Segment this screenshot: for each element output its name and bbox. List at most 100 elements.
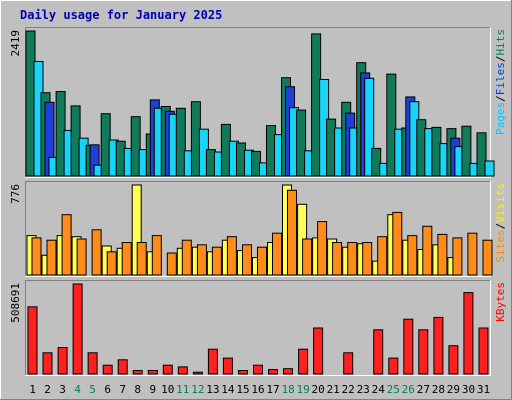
x-tick-label: 29 xyxy=(447,383,460,396)
x-tick-label: 15 xyxy=(236,383,249,396)
bar-kbytes-day-1 xyxy=(27,306,38,375)
panel-max-label: 776 xyxy=(9,184,22,204)
bar-kbytes-day-15 xyxy=(238,370,248,375)
x-tick-label: 5 xyxy=(89,383,96,396)
bar-kbytes-day-9 xyxy=(147,370,158,375)
bar-sites-day-29 xyxy=(452,237,463,276)
x-tick-label: 18 xyxy=(281,383,294,396)
bar-sites-day-16 xyxy=(257,246,267,276)
bar-hits-day-19 xyxy=(296,109,307,177)
bar-kbytes-day-12 xyxy=(192,371,203,375)
panel-legend: Sites/Visits xyxy=(494,183,507,263)
bar-sites-day-6 xyxy=(106,251,117,276)
bar-kbytes-day-2 xyxy=(42,352,53,375)
panel-bars xyxy=(26,184,493,276)
x-tick-label: 27 xyxy=(417,383,430,396)
legend-separator: / xyxy=(494,95,507,102)
panel-background xyxy=(25,280,491,376)
x-tick-label: 4 xyxy=(74,383,81,396)
bar-kbytes-day-18 xyxy=(283,368,293,375)
bar-kbytes-day-29 xyxy=(448,345,459,375)
bar-kbytes-day-8 xyxy=(132,370,143,375)
panel-kbytes: 508691 KBytes xyxy=(9,280,507,376)
x-tick-label: 26 xyxy=(402,383,415,396)
x-tick-label: 3 xyxy=(59,383,66,396)
bar-sites-day-28 xyxy=(437,233,448,276)
bar-sites-day-4 xyxy=(76,238,87,276)
x-tick-label: 23 xyxy=(357,383,370,396)
bar-sites-day-7 xyxy=(121,242,132,276)
legend-sites: Sites xyxy=(494,229,507,262)
x-tick-label: 13 xyxy=(206,383,219,396)
x-tick-label: 19 xyxy=(296,383,309,396)
x-tick-label: 22 xyxy=(342,383,355,396)
bar-kbytes-day-13 xyxy=(207,348,218,375)
x-tick-label: 20 xyxy=(311,383,324,396)
chart-title: Daily usage for January 2025 xyxy=(20,8,222,22)
bar-kbytes-day-16 xyxy=(253,364,263,375)
x-tick-label: 30 xyxy=(462,383,475,396)
x-tick-label: 7 xyxy=(119,383,126,396)
bar-kbytes-day-14 xyxy=(222,357,233,375)
x-tick-label: 25 xyxy=(387,383,400,396)
bar-sites-day-17 xyxy=(272,232,282,276)
bar-sites-day-27 xyxy=(422,225,433,276)
bar-kbytes-day-25 xyxy=(388,357,399,375)
x-axis-labels: 1 2 3 4 5 6 7 8 9 10 11 12 13 14 15 16 17 18 19 20 21 22 23 24 2… xyxy=(29,383,490,396)
legend-separator: / xyxy=(494,223,507,230)
bar-kbytes-day-10 xyxy=(162,364,173,375)
bar-kbytes-day-20 xyxy=(313,327,324,375)
bar-hits-day-11 xyxy=(175,107,186,177)
bar-sites-day-24 xyxy=(377,236,388,276)
bar-kbytes-day-7 xyxy=(117,359,128,375)
legend-kbytes: KBytes xyxy=(494,282,507,322)
bar-kbytes-day-4 xyxy=(72,283,83,375)
x-tick-label: 24 xyxy=(372,383,386,396)
bar-sites-day-3 xyxy=(61,214,72,276)
panel-max-label: 508691 xyxy=(9,283,22,323)
bar-sites-day-20 xyxy=(317,221,328,276)
bar-kbytes-day-31 xyxy=(478,327,489,375)
bar-kbytes-day-5 xyxy=(87,352,98,375)
bar-sites-day-21 xyxy=(332,242,343,276)
legend-files: Files xyxy=(494,62,507,95)
bar-kbytes-day-30 xyxy=(463,292,474,375)
panel-visits-sites: 776 Sites/Visits xyxy=(9,181,507,277)
bar-sites-day-26 xyxy=(407,235,418,276)
bar-kbytes-day-24 xyxy=(373,329,384,375)
bar-sites-day-19 xyxy=(302,238,313,276)
bar-hits-day-25 xyxy=(386,73,397,177)
bar-sites-day-9 xyxy=(151,235,162,276)
bar-sites-day-2 xyxy=(46,239,57,276)
x-tick-label: 9 xyxy=(149,383,156,396)
bar-pages-day-31 xyxy=(484,160,495,177)
x-tick-label: 1 xyxy=(29,383,36,396)
bar-kbytes-day-3 xyxy=(57,347,68,375)
panel-max-label: 2419 xyxy=(9,30,22,57)
panel-bars xyxy=(27,283,489,375)
bar-sites-day-30 xyxy=(467,232,478,276)
legend-separator: / xyxy=(494,56,507,63)
bar-sites-day-18 xyxy=(287,189,297,276)
x-tick-label: 28 xyxy=(432,383,445,396)
bar-sites-day-31 xyxy=(482,239,493,276)
bar-hits-day-24 xyxy=(371,147,382,177)
bar-sites-day-11 xyxy=(181,239,192,276)
bar-kbytes-day-6 xyxy=(102,364,113,375)
bar-sites-day-15 xyxy=(242,244,252,276)
bar-kbytes-day-17 xyxy=(268,369,278,375)
x-tick-label: 6 xyxy=(104,383,111,396)
bar-sites-day-1 xyxy=(31,237,42,276)
bar-kbytes-day-19 xyxy=(298,348,309,375)
bar-hits-day-8 xyxy=(130,116,141,177)
x-tick-label: 16 xyxy=(251,383,264,396)
bar-sites-day-12 xyxy=(196,244,207,276)
bar-sites-day-8 xyxy=(136,242,147,276)
panel-legend: KBytes xyxy=(494,282,507,322)
x-tick-label: 17 xyxy=(266,383,279,396)
x-tick-label: 14 xyxy=(221,383,235,396)
